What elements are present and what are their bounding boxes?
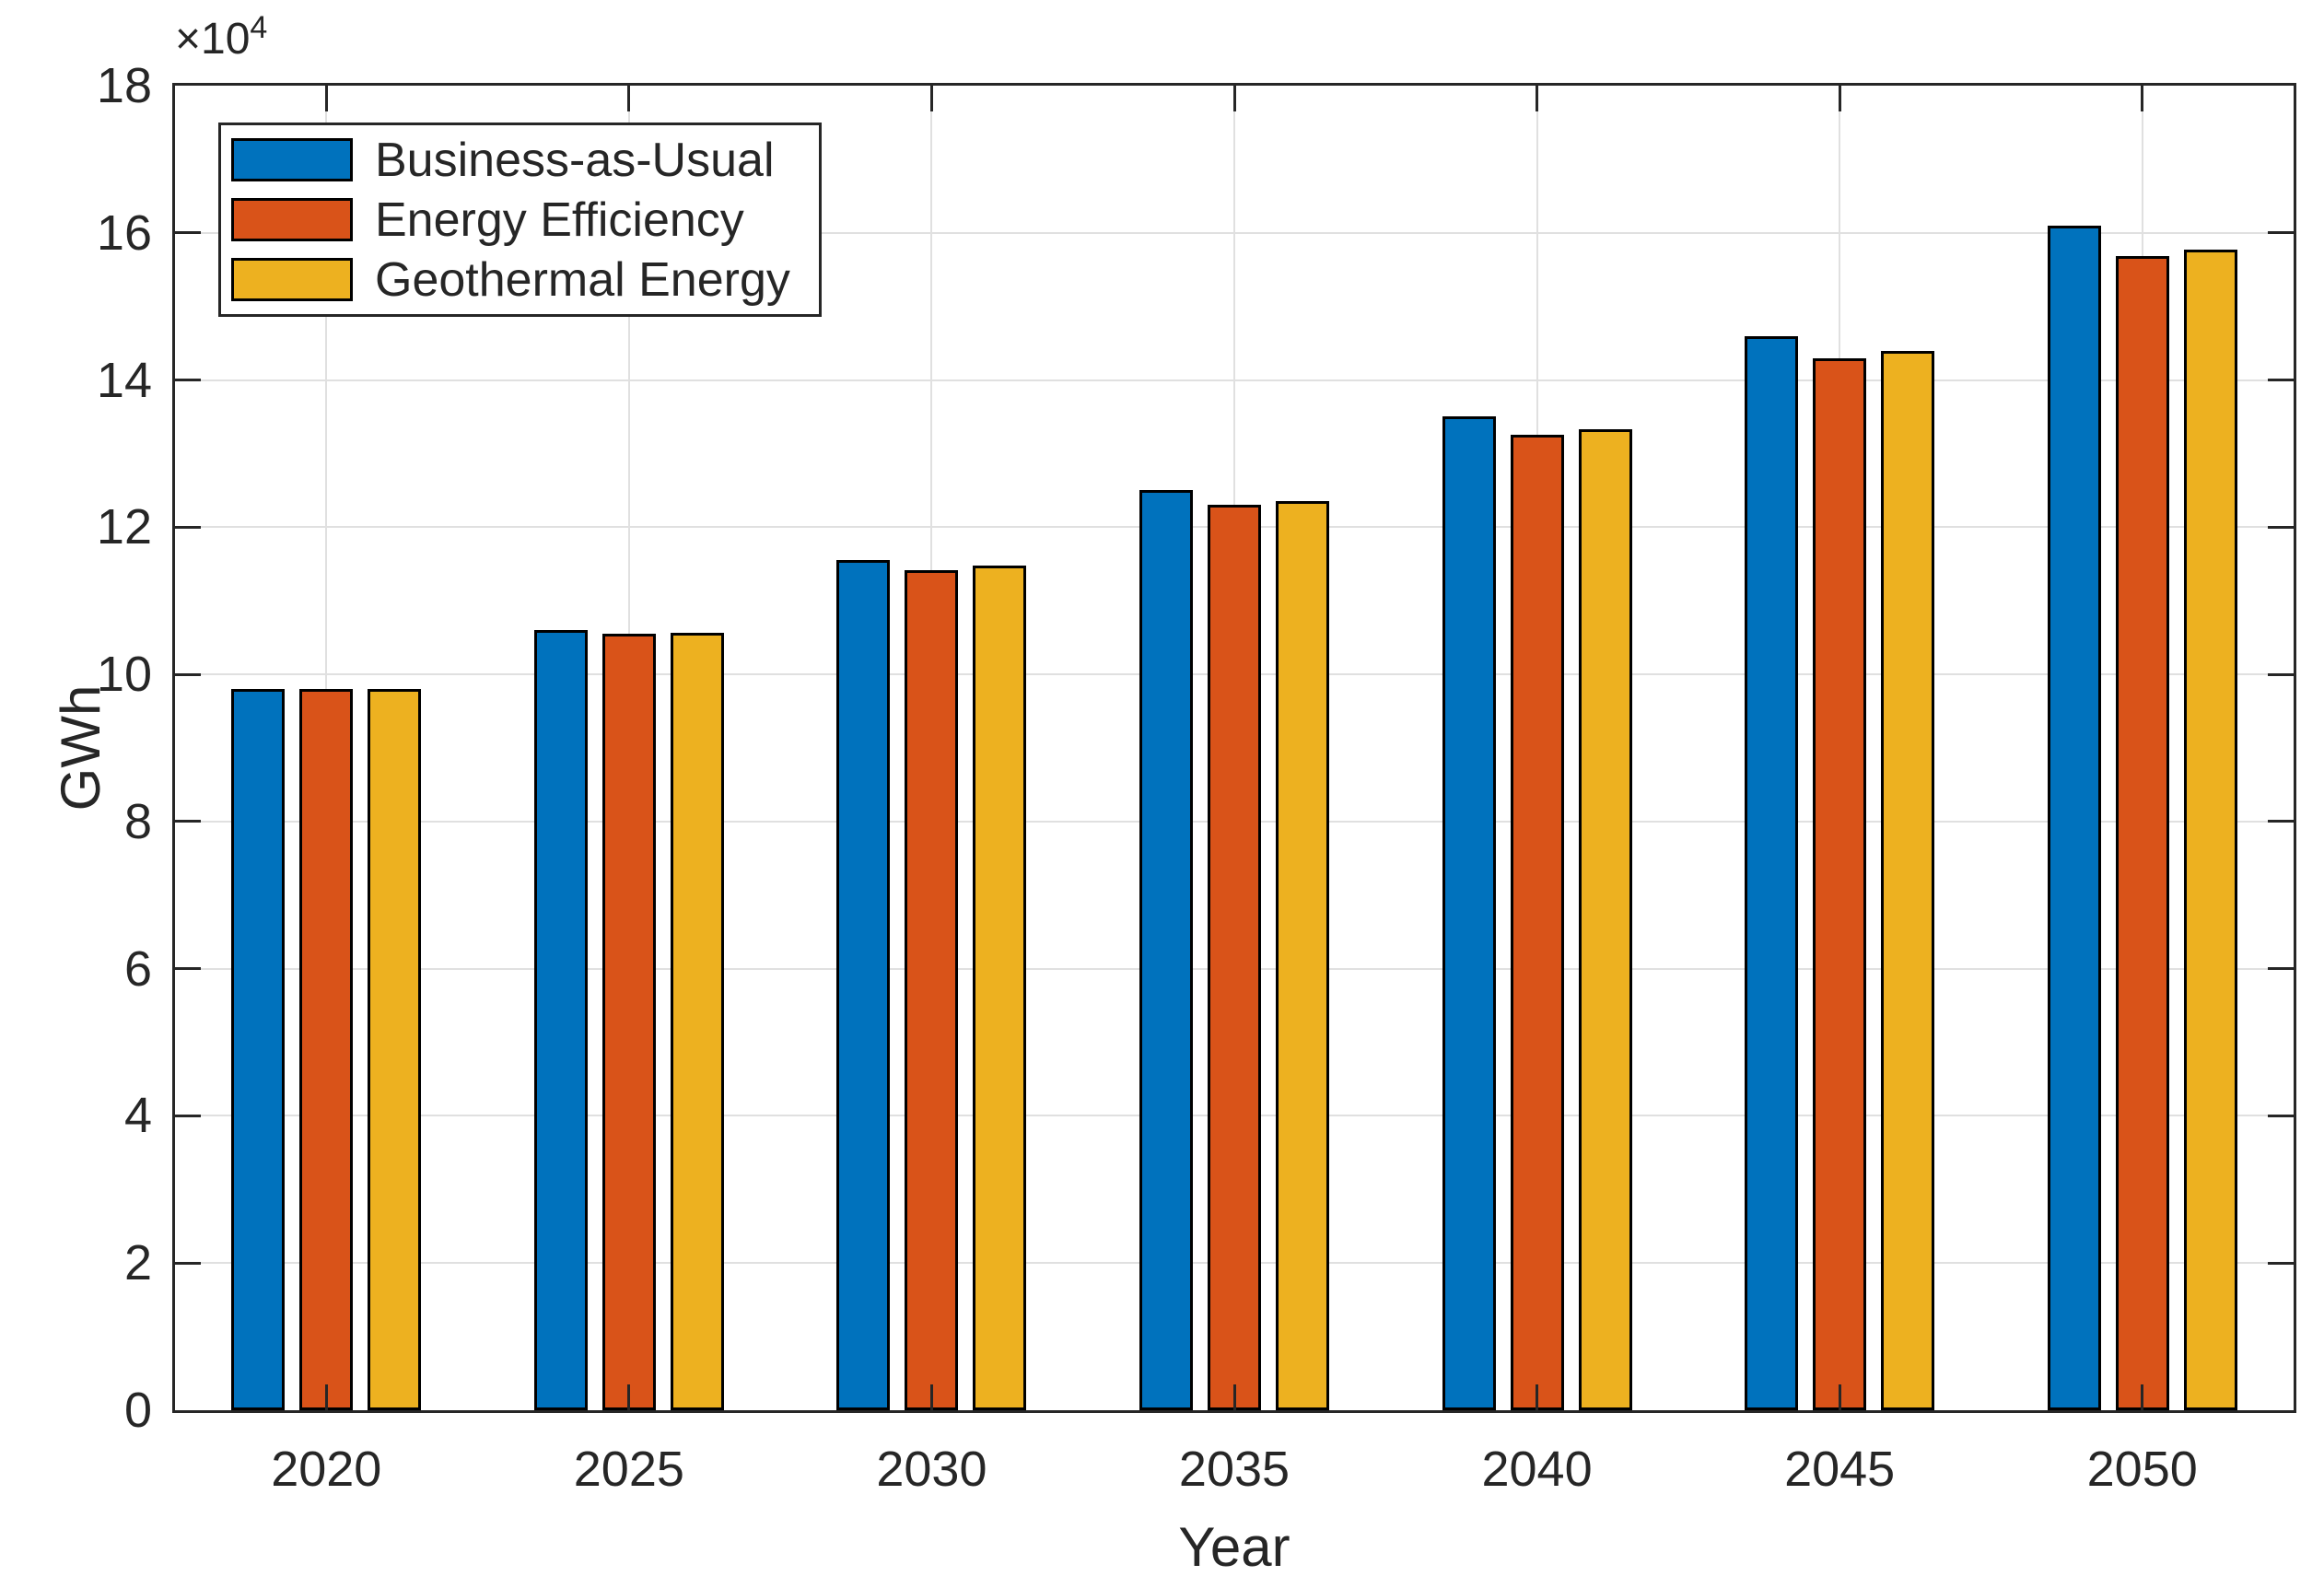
y-tick-left (175, 672, 201, 676)
y-tick-right (2268, 1261, 2294, 1265)
y-tick-label: 14 (96, 352, 152, 408)
bar-2050-business-as-usual (2047, 226, 2101, 1410)
legend-row: Business-as-Usual (231, 133, 819, 187)
x-tick-label: 2050 (2086, 1442, 2198, 1497)
plot-area: Business-as-Usual Energy Efficiency Geothe… (172, 83, 2296, 1413)
y-tick-label: 2 (123, 1235, 152, 1291)
y-tick-left (175, 967, 201, 971)
x-tick-label: 2035 (1178, 1442, 1290, 1497)
bar-2045-business-as-usual (1745, 336, 1799, 1410)
y-tick-right (2268, 525, 2294, 529)
y-tick-label: 12 (96, 499, 152, 555)
bar-2020-energy-efficiency (299, 689, 354, 1410)
x-tick-label: 2025 (573, 1442, 684, 1497)
legend-swatch (231, 198, 353, 241)
legend-label: Geothermal Energy (375, 252, 790, 307)
x-tick-bottom (929, 1384, 933, 1410)
legend-swatch (231, 258, 353, 301)
y-axis-exponent-power: 4 (250, 10, 268, 45)
bar-2035-geothermal-energy (1276, 501, 1329, 1410)
y-axis-exponent-label: ×104 (175, 6, 267, 62)
x-tick-bottom (324, 1384, 328, 1410)
x-axis-title: Year (1178, 1516, 1290, 1578)
x-tick-top (2141, 86, 2144, 111)
x-tick-top (1838, 86, 1841, 111)
y-axis-title: GWh (50, 684, 111, 812)
x-tick-top (324, 86, 328, 111)
x-tick-bottom (2141, 1384, 2144, 1410)
x-tick-top (627, 86, 631, 111)
x-tick-bottom (1536, 1384, 1539, 1410)
y-tick-left (175, 820, 201, 823)
y-tick-right (2268, 820, 2294, 823)
legend-label: Business-as-Usual (375, 133, 775, 187)
bar-2040-geothermal-energy (1578, 429, 1632, 1410)
x-tick-top (1232, 86, 1236, 111)
y-tick-right (2268, 967, 2294, 971)
x-tick-top (1536, 86, 1539, 111)
legend: Business-as-Usual Energy Efficiency Geothe… (218, 123, 822, 317)
y-tick-left (175, 525, 201, 529)
bar-2030-energy-efficiency (905, 570, 959, 1410)
y-axis-exponent-base: ×10 (175, 15, 251, 64)
bar-2045-geothermal-energy (1881, 351, 1935, 1410)
legend-row: Geothermal Energy (231, 252, 819, 307)
x-tick-label: 2045 (1784, 1442, 1896, 1497)
legend-row: Energy Efficiency (231, 193, 819, 247)
y-tick-label: 8 (123, 793, 152, 849)
y-tick-label: 18 (96, 58, 152, 113)
x-tick-bottom (627, 1384, 631, 1410)
y-tick-right (2268, 1114, 2294, 1117)
y-tick-label: 10 (96, 647, 152, 703)
x-tick-top (929, 86, 933, 111)
x-tick-bottom (1838, 1384, 1841, 1410)
x-tick-bottom (1232, 1384, 1236, 1410)
y-tick-left (175, 379, 201, 382)
bar-2030-geothermal-energy (973, 566, 1027, 1410)
y-tick-left (175, 1261, 201, 1265)
bar-2020-business-as-usual (231, 689, 286, 1410)
bar-2050-energy-efficiency (2115, 256, 2169, 1410)
y-tick-right (2268, 379, 2294, 382)
legend-swatch (231, 138, 353, 181)
bar-2045-energy-efficiency (1813, 358, 1867, 1410)
y-tick-right (2268, 231, 2294, 235)
x-tick-label: 2020 (271, 1442, 382, 1497)
bar-2025-energy-efficiency (601, 634, 656, 1410)
bar-2035-business-as-usual (1139, 490, 1193, 1410)
legend-label: Energy Efficiency (375, 193, 744, 247)
y-tick-label: 6 (123, 940, 152, 997)
x-tick-label: 2040 (1481, 1442, 1593, 1497)
bar-2020-geothermal-energy (368, 689, 422, 1410)
bar-2025-business-as-usual (533, 630, 588, 1410)
bar-2025-geothermal-energy (670, 633, 724, 1410)
bar-2040-energy-efficiency (1510, 435, 1564, 1410)
y-tick-left (175, 1114, 201, 1117)
bar-2030-business-as-usual (836, 560, 891, 1410)
y-tick-label: 16 (96, 204, 152, 261)
bar-2035-energy-efficiency (1208, 505, 1261, 1410)
y-tick-left (175, 231, 201, 235)
bar-2040-business-as-usual (1442, 416, 1496, 1410)
y-tick-right (2268, 672, 2294, 676)
x-tick-label: 2030 (876, 1442, 987, 1497)
y-tick-label: 4 (123, 1088, 152, 1144)
y-tick-label: 0 (123, 1383, 152, 1438)
bar-2050-geothermal-energy (2183, 250, 2237, 1410)
